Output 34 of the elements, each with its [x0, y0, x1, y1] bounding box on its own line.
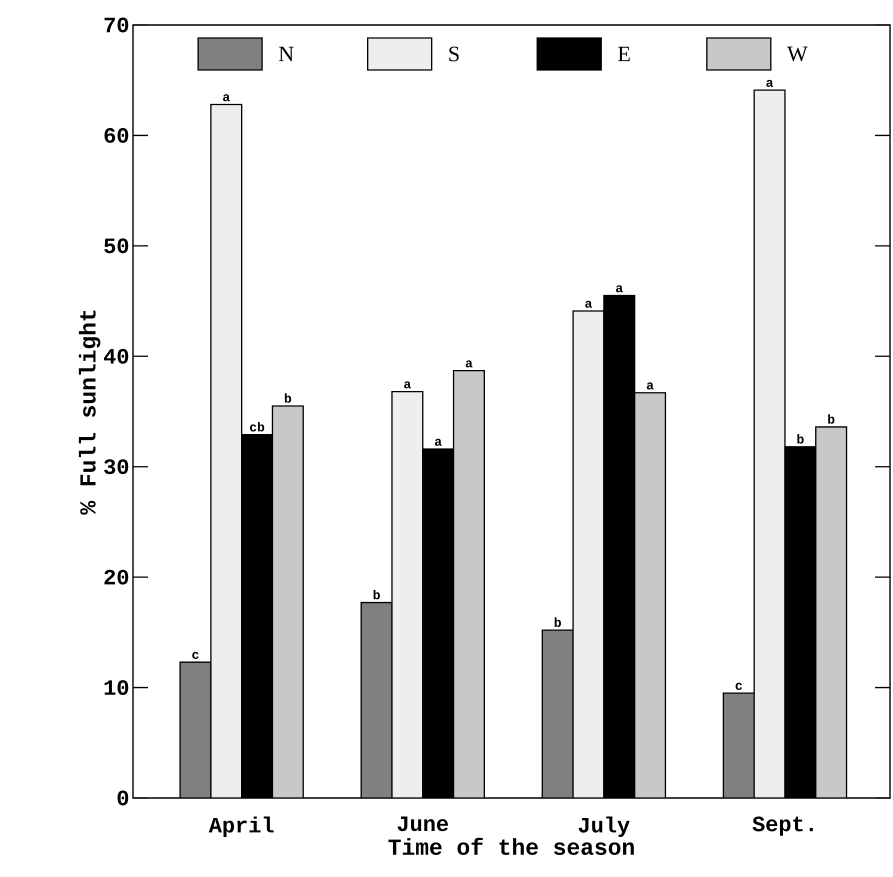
y-tick-label: 40	[104, 348, 128, 364]
x-tick-label: June	[398, 816, 448, 832]
annotation: a	[646, 382, 654, 390]
annotation: b	[554, 617, 561, 627]
x-tick-label: April	[208, 816, 274, 837]
y-tick-label: 50	[104, 238, 128, 254]
legend-label: W	[787, 46, 808, 62]
annotation: a	[466, 360, 473, 368]
annotation: a	[404, 381, 411, 388]
annotation: b	[284, 393, 292, 403]
legend-label: S	[449, 46, 459, 62]
annotation: c	[192, 652, 199, 659]
y-tick-label: 30	[104, 459, 128, 474]
x-axis-title: Time of the season	[388, 838, 634, 855]
y-tick-label: 0	[118, 790, 128, 806]
annotation: b	[828, 414, 834, 424]
y-tick-label: 20	[104, 570, 128, 585]
annotation: a	[616, 285, 623, 292]
legend-label: E	[618, 46, 630, 62]
annotation: a	[223, 94, 230, 102]
annotation: b	[797, 434, 804, 444]
x-tick-label: July	[578, 816, 630, 837]
y-tick-label: 10	[104, 680, 128, 696]
annotation: a	[434, 438, 442, 446]
legend-label: N	[278, 46, 294, 62]
y-tick-label: 70	[104, 18, 128, 32]
annotation: a	[585, 300, 592, 308]
x-tick-label: Sept.	[752, 816, 813, 836]
annotation: cb	[250, 422, 264, 432]
y-axis-title: % Full sunlight	[78, 310, 100, 515]
annotation: c	[736, 682, 742, 690]
y-tick-label: 60	[104, 128, 128, 143]
annotation: a	[766, 80, 774, 87]
annotation: b	[374, 590, 380, 600]
